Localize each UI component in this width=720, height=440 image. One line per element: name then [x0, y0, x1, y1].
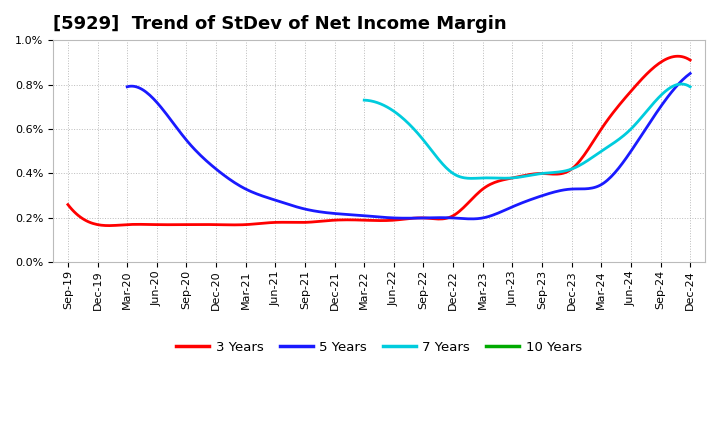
7 Years — [360, 98, 369, 103]
7 Years — [657, 93, 665, 98]
3 Years — [686, 58, 695, 63]
Line: 3 Years: 3 Years — [68, 56, 690, 226]
3 Years — [446, 214, 455, 220]
3 Years — [105, 223, 114, 228]
7 Years — [554, 169, 562, 175]
3 Years — [66, 205, 74, 210]
5 Years — [635, 136, 644, 141]
5 Years — [123, 84, 132, 89]
Text: [5929]  Trend of StDev of Net Income Margin: [5929] Trend of StDev of Net Income Marg… — [53, 15, 507, 33]
3 Years — [436, 216, 445, 222]
5 Years — [467, 216, 476, 221]
7 Years — [555, 169, 564, 175]
3 Years — [673, 54, 682, 59]
7 Years — [361, 98, 369, 103]
3 Years — [590, 137, 599, 142]
7 Years — [467, 176, 475, 181]
Line: 7 Years: 7 Years — [364, 84, 690, 178]
5 Years — [599, 180, 608, 186]
5 Years — [686, 71, 695, 76]
5 Years — [458, 216, 467, 221]
3 Years — [434, 216, 443, 222]
7 Years — [677, 81, 685, 87]
5 Years — [125, 84, 133, 89]
7 Years — [560, 169, 569, 174]
7 Years — [636, 117, 644, 122]
5 Years — [456, 216, 465, 221]
Line: 5 Years: 5 Years — [127, 73, 690, 219]
3 Years — [630, 85, 639, 90]
Legend: 3 Years, 5 Years, 7 Years, 10 Years: 3 Years, 5 Years, 7 Years, 10 Years — [171, 336, 587, 359]
3 Years — [63, 202, 72, 207]
7 Years — [686, 84, 695, 89]
5 Years — [469, 216, 478, 221]
